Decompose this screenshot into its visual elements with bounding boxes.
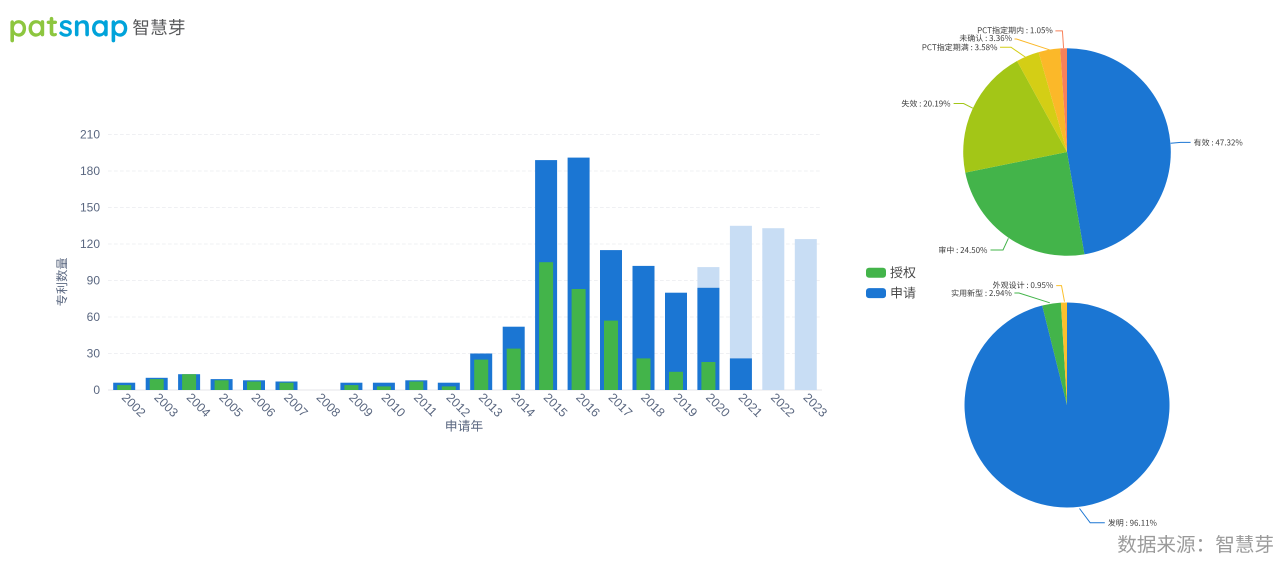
svg-text:30: 30 [87,347,101,361]
svg-text:0: 0 [93,383,100,397]
svg-text:210: 210 [80,128,100,142]
svg-text:150: 150 [80,201,100,215]
svg-text:60: 60 [87,310,101,324]
svg-text:180: 180 [80,164,100,178]
svg-text:90: 90 [87,274,101,288]
svg-text:120: 120 [80,237,100,251]
